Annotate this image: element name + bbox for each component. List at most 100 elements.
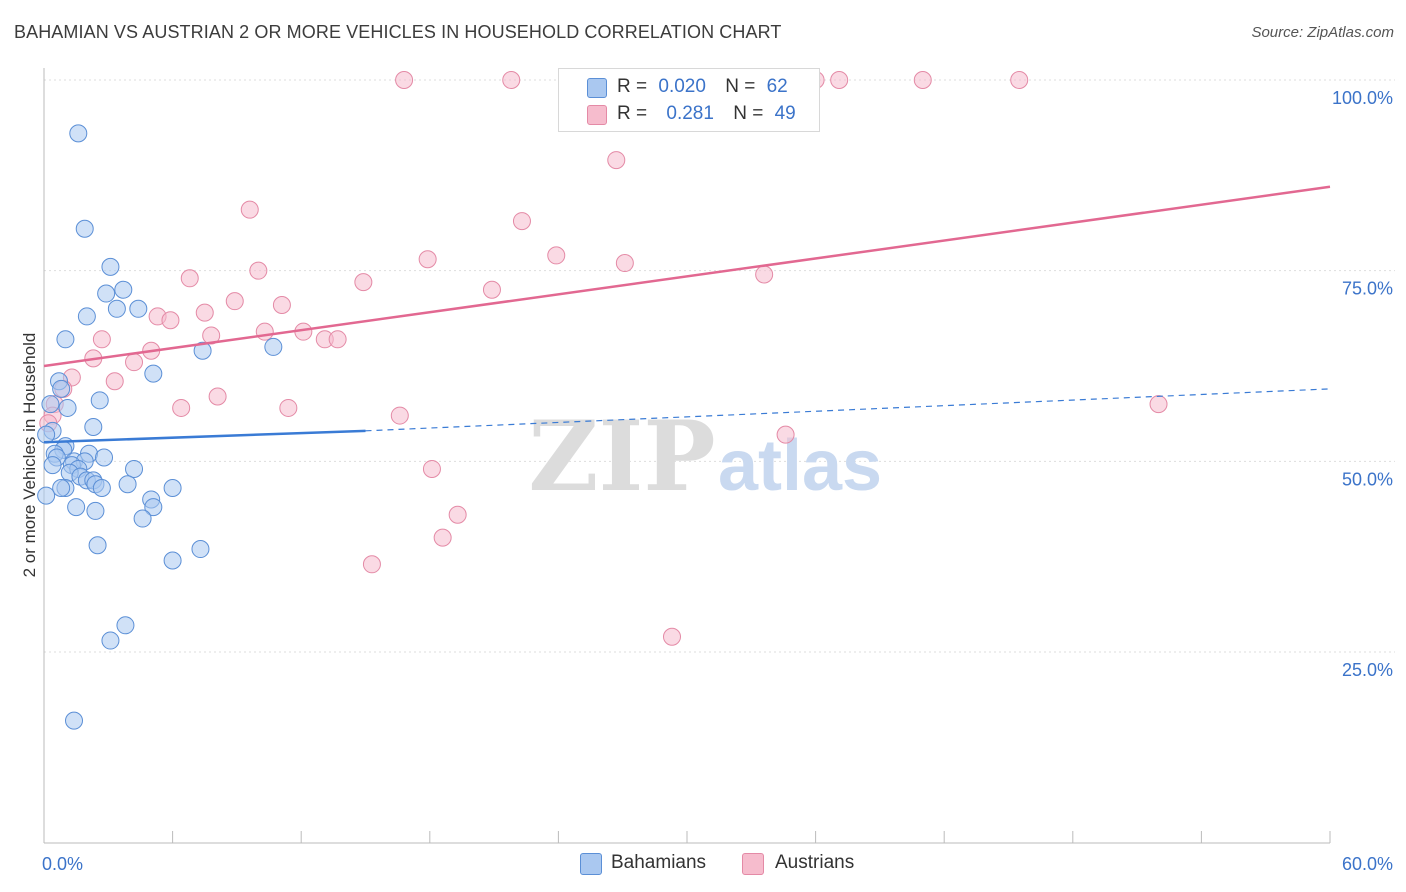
- bottom-legend-swatch-austrians: [742, 853, 764, 875]
- bahamians-point: [67, 498, 86, 517]
- legend-r-label: R =: [617, 76, 648, 97]
- bahamians-point: [52, 379, 71, 398]
- bahamians-point: [114, 280, 133, 299]
- bahamians-point: [191, 540, 210, 559]
- bahamians-point: [41, 395, 60, 414]
- bahamians-point: [77, 307, 96, 326]
- gridlines: [44, 79, 1395, 653]
- austrians-point: [662, 627, 681, 646]
- watermark-atlas: atlas: [718, 426, 882, 506]
- austrians-point: [125, 353, 144, 372]
- austrians-point: [225, 292, 244, 311]
- tick-labels: 25.0% 50.0% 75.0% 100.0% 0.0% 60.0%: [42, 88, 1393, 874]
- austrians-points: [39, 71, 1168, 646]
- bahamians-point: [264, 337, 283, 356]
- austrians-point: [913, 71, 932, 89]
- austrians-point: [482, 280, 501, 299]
- legend-n-label: N =: [725, 76, 756, 97]
- austrians-trend-line: [43, 185, 1331, 368]
- bahamians-point: [101, 631, 120, 650]
- x-tick-label: 0.0%: [42, 854, 83, 874]
- bahamians-point: [144, 364, 163, 383]
- legend-r-value: 0.020: [658, 76, 706, 97]
- y-tick-label: 25.0%: [1342, 660, 1393, 680]
- legend-r-value: 0.281: [666, 103, 714, 124]
- austrians-point: [180, 269, 199, 288]
- bahamians-point: [65, 711, 84, 730]
- legend-row-bahamians: R = 0.020 N = 62: [617, 76, 788, 98]
- chart-title: BAHAMIAN VS AUSTRIAN 2 OR MORE VEHICLES …: [14, 22, 782, 42]
- bahamians-trend-line: [43, 429, 366, 444]
- y-tick-label: 100.0%: [1332, 88, 1393, 108]
- bahamians-point: [52, 479, 71, 498]
- bahamians-point: [37, 425, 56, 444]
- bahamians-point: [107, 299, 126, 318]
- bahamians-point: [56, 330, 75, 349]
- watermark-zip: ZIP: [528, 400, 715, 513]
- austrians-point: [279, 398, 298, 417]
- austrians-point: [362, 555, 381, 574]
- legend-n-label: N =: [733, 103, 764, 124]
- correlation-legend: R = 0.020 N = 62 R = 0.281 N = 49: [558, 68, 820, 132]
- austrians-point: [172, 398, 191, 417]
- x-tick-label: 60.0%: [1342, 854, 1393, 874]
- y-tick-label: 50.0%: [1342, 469, 1393, 489]
- austrians-point: [161, 311, 180, 330]
- bahamians-point: [88, 536, 107, 555]
- bahamians-point: [90, 391, 109, 410]
- austrians-point: [512, 212, 531, 231]
- bottom-legend-austrians: Austrians: [775, 852, 855, 873]
- legend-row-austrians: R = 0.281 N = 49: [617, 103, 796, 125]
- austrians-point: [240, 200, 259, 219]
- bottom-legend-swatch-bahamians: [580, 853, 602, 875]
- legend-n-value: 62: [766, 76, 788, 97]
- austrians-point: [395, 71, 414, 89]
- bahamians-point: [193, 341, 212, 360]
- axes: [43, 68, 1331, 844]
- austrians-point: [105, 372, 124, 391]
- bahamians-point: [129, 299, 148, 318]
- austrians-point: [422, 459, 441, 478]
- bahamians-point: [118, 475, 137, 494]
- source-label: Source: ZipAtlas.com: [1251, 24, 1394, 41]
- austrians-point: [390, 406, 409, 425]
- austrians-point: [92, 330, 111, 349]
- austrians-point: [776, 425, 795, 444]
- legend-swatch-bahamians: [587, 78, 607, 98]
- austrians-point: [1010, 71, 1029, 89]
- austrians-point: [1149, 395, 1168, 414]
- bahamians-point: [95, 448, 114, 467]
- bahamians-point: [69, 124, 88, 143]
- bahamians-point: [92, 479, 111, 498]
- bahamians-point: [37, 486, 56, 505]
- y-tick-label: 75.0%: [1342, 279, 1393, 299]
- legend-n-value: 49: [774, 103, 796, 124]
- austrians-point: [615, 254, 634, 273]
- bottom-legend-bahamians: Bahamians: [611, 852, 707, 873]
- austrians-point: [830, 71, 849, 89]
- legend-r-label: R =: [617, 103, 648, 124]
- bahamians-point: [84, 418, 103, 437]
- bahamians-point: [116, 616, 135, 635]
- austrians-point: [755, 265, 774, 284]
- austrians-point: [195, 303, 214, 322]
- austrians-point: [433, 528, 452, 547]
- austrians-point: [202, 326, 221, 345]
- bahamians-points: [37, 124, 283, 730]
- austrians-point: [418, 250, 437, 269]
- bahamians-point: [86, 501, 105, 520]
- trend-lines: [43, 185, 1331, 444]
- austrians-point: [328, 330, 347, 349]
- austrians-point: [354, 273, 373, 292]
- legend-swatch-austrians: [587, 105, 607, 125]
- bahamians-point: [101, 257, 120, 276]
- austrians-point: [249, 261, 268, 280]
- bahamians-point: [97, 284, 116, 303]
- bahamians-point: [125, 459, 144, 478]
- bahamians-point: [163, 479, 182, 498]
- bahamians-point: [144, 498, 163, 517]
- bahamians-trend-extension: [365, 388, 1331, 432]
- austrians-point: [502, 71, 521, 89]
- austrians-point: [607, 151, 626, 170]
